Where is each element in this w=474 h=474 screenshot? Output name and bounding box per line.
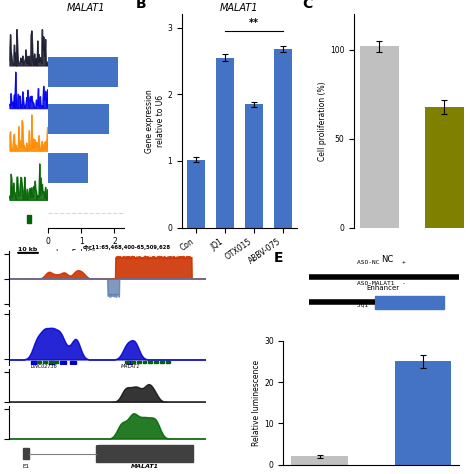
- Text: chr11:65,468,400-65,509,628: chr11:65,468,400-65,509,628: [83, 246, 171, 250]
- Bar: [49, 361, 54, 364]
- Text: Enhancer: Enhancer: [366, 285, 400, 292]
- Bar: [27, 215, 30, 223]
- FancyBboxPatch shape: [375, 296, 444, 309]
- Text: JQ1         -: JQ1 -: [356, 302, 405, 307]
- Y-axis label: Gene expression
relative to U6: Gene expression relative to U6: [145, 89, 164, 153]
- Bar: [37, 361, 41, 363]
- Text: 10 kb: 10 kb: [18, 246, 38, 252]
- Text: ASO-MALAT1  -: ASO-MALAT1 -: [356, 281, 405, 286]
- Bar: [70, 361, 76, 364]
- Text: **: **: [249, 18, 259, 27]
- Bar: [48, 104, 109, 134]
- Bar: [60, 361, 66, 364]
- Bar: [292, 456, 348, 465]
- Text: C: C: [302, 0, 313, 11]
- Bar: [96, 445, 193, 462]
- Bar: [137, 361, 141, 363]
- Bar: [31, 361, 36, 364]
- Y-axis label: Cell proliferation (%): Cell proliferation (%): [319, 81, 328, 161]
- Bar: [48, 57, 118, 87]
- X-axis label: Log₂FoldChange: Log₂FoldChange: [55, 249, 117, 258]
- Bar: [274, 49, 292, 228]
- Bar: [55, 361, 58, 363]
- Bar: [49, 361, 53, 363]
- Y-axis label: Relative luminescence: Relative luminescence: [252, 360, 261, 446]
- Bar: [125, 361, 129, 363]
- Bar: [245, 104, 263, 228]
- Bar: [148, 361, 152, 363]
- Title: MALAT1: MALAT1: [67, 3, 105, 13]
- Text: NC: NC: [381, 255, 393, 264]
- Text: E: E: [273, 251, 283, 265]
- Text: E1: E1: [23, 464, 29, 469]
- Text: ASO-NC      +: ASO-NC +: [356, 260, 405, 264]
- Bar: [127, 361, 132, 364]
- Bar: [166, 361, 170, 363]
- Bar: [395, 362, 451, 465]
- Bar: [23, 448, 29, 459]
- Bar: [160, 361, 164, 363]
- Title: MALAT1: MALAT1: [220, 3, 259, 13]
- Bar: [425, 107, 464, 228]
- Bar: [216, 57, 234, 228]
- Text: MALAT1: MALAT1: [130, 464, 158, 469]
- Bar: [43, 361, 46, 363]
- Bar: [360, 46, 399, 228]
- Bar: [154, 361, 158, 363]
- Bar: [187, 160, 205, 228]
- Text: LINC02736: LINC02736: [31, 365, 58, 369]
- Text: B: B: [136, 0, 146, 11]
- Bar: [48, 153, 88, 182]
- Text: MALAT1: MALAT1: [121, 365, 140, 369]
- Bar: [143, 361, 146, 363]
- Bar: [131, 361, 135, 363]
